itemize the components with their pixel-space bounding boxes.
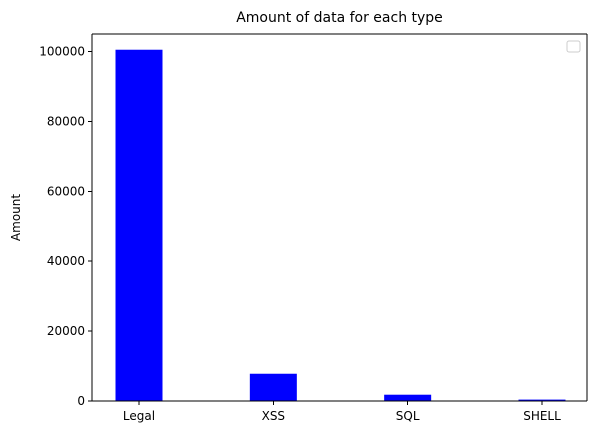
y-axis-label: Amount [9,194,23,241]
y-tick-label: 20000 [47,324,85,338]
x-tick-label: SQL [396,409,420,423]
y-axis-ticks: 0 20000 40000 60000 80000 100000 [39,44,92,408]
bar-sql [384,394,432,401]
y-tick-label: 60000 [47,184,85,198]
x-tick-label: Legal [123,409,155,423]
bar-legal [115,49,163,401]
bar-shell [518,399,566,401]
y-tick-label: 40000 [47,254,85,268]
y-tick-label: 100000 [39,44,85,58]
x-axis-ticks: Legal XSS SQL SHELL [123,401,561,423]
chart-legend [566,40,581,53]
chart-title: Amount of data for each type [236,10,443,26]
bar-xss [249,373,297,401]
y-tick-label: 80000 [47,114,85,128]
y-tick-label: 0 [77,394,85,408]
bars-group [115,49,566,401]
x-tick-label: XSS [262,409,285,423]
axes-frame [91,33,588,402]
x-tick-label: SHELL [523,409,561,423]
